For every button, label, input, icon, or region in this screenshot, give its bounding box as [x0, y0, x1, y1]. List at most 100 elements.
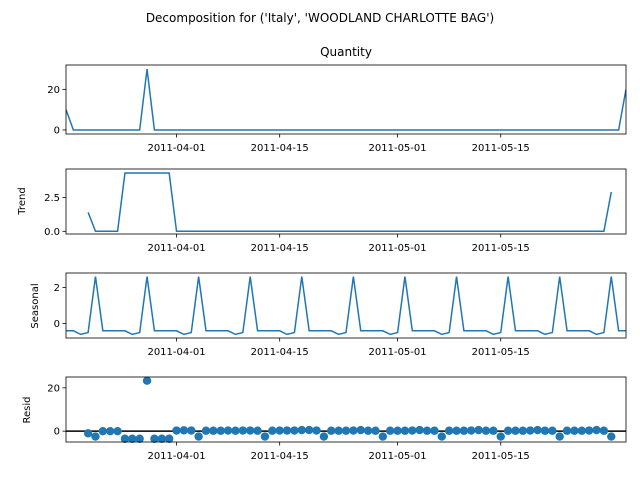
- resid-ylabel: Resid: [22, 397, 33, 424]
- resid-point-66: [570, 426, 579, 435]
- resid-point-29: [297, 425, 306, 435]
- resid-point-67: [577, 426, 586, 435]
- resid-point-62: [540, 426, 550, 435]
- quantity-panel: 0 20 2011-04-01 2011-04-15 2011-05-01 2011-05…: [47, 64, 627, 154]
- resid-xtick-label-0: 2011-04-01: [147, 451, 205, 462]
- quantity-ytick-label-0: 0: [54, 125, 60, 136]
- seasonal-ytick-label-0: 0: [54, 319, 60, 330]
- resid-point-13: [179, 426, 189, 435]
- trend-axes-frame: [65, 168, 627, 235]
- resid-point-16: [201, 426, 211, 435]
- resid-point-53: [474, 425, 483, 435]
- trend-xtick-label-0: 2011-04-01: [147, 243, 205, 254]
- resid-point-31: [312, 426, 321, 435]
- resid-point-0: [83, 429, 93, 438]
- resid-point-44: [408, 426, 417, 435]
- seasonal-xtick-label-2: 2011-05-01: [369, 347, 427, 358]
- resid-point-38: [363, 426, 373, 435]
- resid-xtick-label-1: 2011-04-15: [251, 451, 309, 462]
- resid-point-60: [526, 426, 535, 435]
- resid-point-57: [503, 426, 513, 435]
- seasonal-ylabel: Seasonal: [30, 283, 41, 328]
- resid-point-7: [135, 434, 144, 443]
- resid-point-52: [467, 426, 476, 435]
- resid-point-50: [452, 426, 461, 435]
- resid-point-1: [91, 432, 100, 441]
- resid-point-22: [246, 426, 255, 435]
- resid-point-32: [319, 432, 329, 441]
- resid-point-35: [341, 426, 351, 435]
- resid-point-12: [172, 426, 181, 435]
- quantity-xtick-label-3: 2011-05-15: [472, 143, 530, 154]
- resid-point-61: [533, 425, 542, 435]
- resid-point-47: [430, 426, 439, 435]
- trend-series-line: [87, 172, 612, 233]
- resid-point-21: [238, 426, 248, 435]
- seasonal-axes-frame: [65, 272, 627, 339]
- resid-point-33: [327, 426, 336, 435]
- quantity-panel-title: Quantity: [320, 45, 372, 59]
- seasonal-series-line: [66, 276, 626, 336]
- resid-point-56: [496, 432, 505, 441]
- resid-point-5: [120, 434, 130, 443]
- resid-point-19: [223, 426, 233, 435]
- resid-point-43: [400, 426, 410, 435]
- trend-xtick-label-1: 2011-04-15: [251, 243, 309, 254]
- resid-point-36: [349, 426, 358, 435]
- trend-ytick-label-1: 2.5: [44, 193, 60, 204]
- resid-point-65: [562, 426, 572, 435]
- resid-point-4: [113, 426, 122, 436]
- resid-point-15: [194, 432, 203, 441]
- seasonal-panel: 0 2 2011-04-01 2011-04-15 2011-05-01 2011-05-…: [54, 272, 627, 358]
- resid-point-10: [157, 434, 166, 443]
- resid-point-63: [548, 426, 557, 435]
- resid-point-40: [378, 432, 388, 441]
- resid-point-55: [489, 426, 498, 435]
- resid-point-42: [393, 426, 402, 435]
- resid-point-37: [356, 425, 365, 435]
- resid-point-59: [518, 426, 528, 435]
- resid-point-68: [584, 426, 594, 435]
- resid-point-24: [260, 432, 270, 441]
- resid-point-69: [592, 425, 601, 435]
- resid-point-30: [304, 425, 314, 435]
- trend-xtick-label-3: 2011-05-15: [472, 243, 530, 254]
- resid-point-2: [98, 426, 108, 436]
- seasonal-xtick-label-3: 2011-05-15: [472, 347, 530, 358]
- resid-point-46: [422, 426, 432, 435]
- quantity-xtick-label-0: 2011-04-01: [147, 143, 205, 154]
- resid-point-48: [437, 432, 446, 441]
- resid-point-54: [481, 426, 491, 435]
- resid-xtick-label-2: 2011-05-01: [369, 451, 427, 462]
- seasonal-ytick-label-1: 2: [54, 283, 60, 294]
- quantity-xtick-label-1: 2011-04-15: [251, 143, 309, 154]
- resid-point-25: [268, 426, 277, 435]
- resid-point-3: [106, 426, 115, 436]
- resid-point-11: [164, 434, 174, 443]
- trend-ylabel: Trend: [17, 187, 28, 215]
- resid-point-14: [187, 426, 196, 435]
- resid-point-8: [142, 376, 152, 385]
- figure-title: Decomposition for ('Italy', 'WOODLAND CH…: [146, 11, 494, 25]
- resid-point-9: [150, 434, 159, 443]
- resid-point-41: [386, 426, 395, 435]
- resid-axes-frame: [65, 376, 627, 443]
- resid-point-28: [290, 426, 299, 435]
- trend-panel: 0.0 2.5 2011-04-01 2011-04-15 2011-05-01 2011…: [44, 168, 627, 254]
- resid-point-34: [334, 426, 343, 435]
- resid-point-70: [599, 426, 609, 435]
- resid-point-58: [511, 426, 520, 435]
- resid-point-64: [555, 432, 564, 441]
- resid-ytick-label-1: 20: [47, 383, 60, 394]
- resid-point-26: [275, 426, 284, 435]
- resid-ytick-label-0: 0: [54, 427, 60, 438]
- resid-point-39: [371, 426, 380, 435]
- resid-point-27: [282, 426, 292, 435]
- trend-xtick-label-2: 2011-05-01: [369, 243, 427, 254]
- quantity-series-line: [66, 68, 626, 131]
- resid-point-49: [444, 426, 454, 435]
- trend-ytick-label-0: 0.0: [44, 227, 60, 238]
- resid-point-71: [607, 432, 616, 441]
